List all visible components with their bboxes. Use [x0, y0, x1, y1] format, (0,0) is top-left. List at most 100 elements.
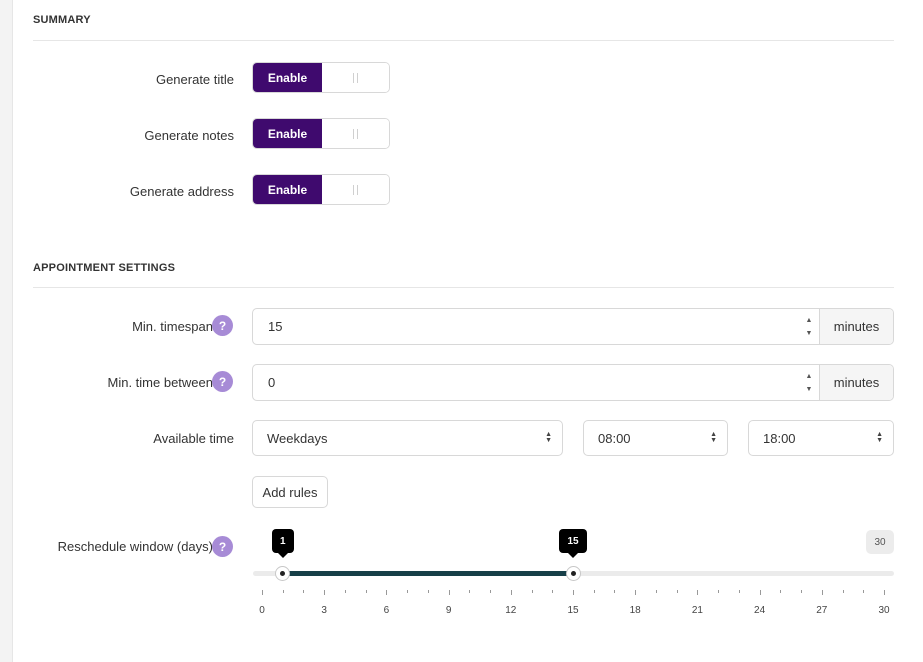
- slider-tick: [842, 590, 844, 593]
- slider-tick-label: 21: [691, 605, 703, 616]
- start-time-select[interactable]: 08:00 ▲ ▼: [583, 420, 728, 456]
- number-spinner[interactable]: ▲ ▼: [799, 309, 819, 344]
- slider-tick: [407, 590, 409, 593]
- min-timespan-unit: minutes: [819, 309, 893, 344]
- min-time-between-field: 0 ▲ ▼ minutes: [252, 364, 894, 401]
- summary-divider: [33, 40, 894, 41]
- generate-title-toggle[interactable]: Enable: [252, 62, 390, 93]
- grip-icon: [353, 128, 358, 139]
- number-spinner[interactable]: ▲ ▼: [799, 365, 819, 400]
- slider-tick: [614, 590, 616, 593]
- slider-tick: [469, 590, 471, 593]
- help-icon[interactable]: ?: [212, 315, 233, 336]
- handle-dot: [570, 571, 576, 576]
- available-days-select[interactable]: Weekdays ▲ ▼: [252, 420, 563, 456]
- available-time-label: Available time: [153, 431, 234, 446]
- summary-section-title: SUMMARY: [33, 14, 91, 26]
- min-timespan-value: 15: [268, 319, 283, 334]
- slider-tick: [324, 590, 326, 595]
- slider-tick: [282, 590, 284, 593]
- min-timespan-label: Min. timespan: [132, 319, 213, 334]
- slider-tick-label: 3: [321, 605, 327, 616]
- settings-panel: SUMMARY Generate title Enable Generate n…: [12, 0, 923, 662]
- select-arrows-icon: ▲ ▼: [710, 431, 717, 444]
- toggle-handle[interactable]: [322, 63, 389, 92]
- slider-max-badge: 30: [866, 530, 894, 554]
- slider-range: [282, 571, 573, 576]
- slider-high-tooltip: 15: [559, 529, 587, 558]
- spinner-down-icon[interactable]: ▼: [805, 385, 813, 393]
- slider-tick-label: 18: [629, 605, 641, 616]
- slider-tick-label: 6: [383, 605, 390, 616]
- min-time-between-input[interactable]: 0 ▲ ▼: [253, 365, 819, 400]
- toggle-handle[interactable]: [322, 175, 389, 204]
- select-arrows-icon: ▲ ▼: [876, 431, 883, 444]
- slider-tick: [738, 590, 740, 593]
- min-time-between-value: 0: [268, 375, 276, 390]
- start-time-value: 08:00: [598, 430, 631, 446]
- spinner-down-icon[interactable]: ▼: [805, 329, 813, 337]
- slider-tick: [593, 590, 595, 593]
- min-time-between-label: Min. time between: [107, 375, 214, 390]
- slider-tick: [676, 590, 678, 593]
- generate-title-label: Generate title: [155, 72, 234, 87]
- select-arrows-icon: ▲ ▼: [545, 431, 552, 444]
- slider-tick: [759, 590, 761, 595]
- spinner-up-icon[interactable]: ▲: [805, 316, 813, 324]
- slider-tick: [780, 590, 782, 593]
- toggle-handle[interactable]: [322, 119, 389, 148]
- slider-tick-label: 15: [567, 605, 579, 616]
- appointment-section-title: APPOINTMENT SETTINGS: [33, 262, 176, 274]
- slider-tick: [552, 590, 554, 593]
- slider-tick: [386, 590, 388, 595]
- slider-tick: [718, 590, 720, 593]
- slider-tick: [262, 590, 263, 595]
- handle-dot: [280, 571, 286, 576]
- end-time-select[interactable]: 18:00 ▲ ▼: [748, 420, 894, 456]
- slider-tick-label: 30: [878, 605, 890, 616]
- slider-tick-label: 27: [816, 605, 828, 616]
- slider-tick: [365, 590, 367, 593]
- spinner-up-icon[interactable]: ▲: [805, 372, 813, 380]
- min-timespan-field: 15 ▲ ▼ minutes: [252, 308, 894, 345]
- toggle-enable-label: Enable: [253, 63, 322, 92]
- slider-tick: [655, 590, 657, 593]
- slider-tick: [448, 590, 450, 595]
- slider-tick: [573, 590, 574, 595]
- slider-tick: [635, 590, 637, 595]
- slider-low-handle[interactable]: [275, 566, 291, 581]
- slider-tick: [303, 590, 305, 593]
- min-timespan-input[interactable]: 15 ▲ ▼: [253, 309, 819, 344]
- help-icon[interactable]: ?: [212, 371, 233, 392]
- min-time-between-unit: minutes: [819, 365, 893, 400]
- slider-high-handle[interactable]: [565, 566, 581, 581]
- slider-tick-label: 9: [445, 605, 452, 616]
- slider-tick: [344, 590, 346, 593]
- slider-tick: [531, 590, 533, 593]
- end-time-value: 18:00: [763, 430, 796, 446]
- slider-tick: [801, 590, 803, 593]
- slider-tick: [697, 590, 699, 595]
- slider-tick-label: 12: [505, 605, 517, 616]
- generate-notes-label: Generate notes: [144, 128, 234, 143]
- add-rules-button[interactable]: Add rules: [252, 476, 328, 508]
- toggle-enable-label: Enable: [253, 119, 322, 148]
- grip-icon: [353, 184, 358, 195]
- slider-tick: [490, 590, 492, 593]
- slider-tick-label: 0: [259, 605, 265, 616]
- slider-tick: [821, 590, 823, 595]
- slider-low-tooltip: 1: [271, 529, 294, 558]
- generate-address-toggle[interactable]: Enable: [252, 174, 390, 205]
- slider-tick-label: 24: [754, 605, 766, 616]
- slider-tick: [510, 590, 512, 595]
- grip-icon: [353, 72, 358, 83]
- slider-tick: [427, 590, 429, 593]
- toggle-enable-label: Enable: [253, 175, 322, 204]
- help-icon[interactable]: ?: [212, 536, 233, 557]
- reschedule-window-label: Reschedule window (days): [57, 539, 213, 554]
- generate-notes-toggle[interactable]: Enable: [252, 118, 390, 149]
- available-days-value: Weekdays: [267, 430, 328, 446]
- slider-tick: [884, 590, 885, 595]
- slider-tick: [863, 590, 865, 593]
- appointment-divider: [33, 287, 894, 288]
